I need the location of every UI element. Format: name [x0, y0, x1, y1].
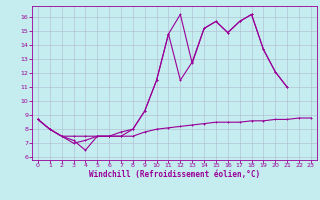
X-axis label: Windchill (Refroidissement éolien,°C): Windchill (Refroidissement éolien,°C)	[89, 170, 260, 179]
